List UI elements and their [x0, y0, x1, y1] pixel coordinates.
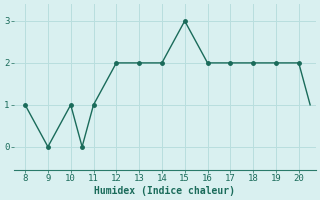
- X-axis label: Humidex (Indice chaleur): Humidex (Indice chaleur): [94, 186, 235, 196]
